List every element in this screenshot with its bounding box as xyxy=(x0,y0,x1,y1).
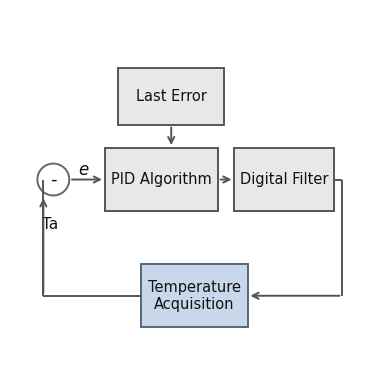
Circle shape xyxy=(37,163,69,196)
FancyBboxPatch shape xyxy=(141,264,248,327)
Text: Ta: Ta xyxy=(42,217,58,232)
FancyBboxPatch shape xyxy=(234,148,334,211)
Text: -: - xyxy=(50,170,56,189)
FancyBboxPatch shape xyxy=(105,148,218,211)
Text: e: e xyxy=(78,161,88,179)
FancyBboxPatch shape xyxy=(118,68,224,125)
Text: Temperature
Acquisition: Temperature Acquisition xyxy=(148,280,241,312)
Text: PID Algorithm: PID Algorithm xyxy=(111,172,212,187)
Text: Digital Filter: Digital Filter xyxy=(240,172,328,187)
Text: Last Error: Last Error xyxy=(136,89,207,104)
